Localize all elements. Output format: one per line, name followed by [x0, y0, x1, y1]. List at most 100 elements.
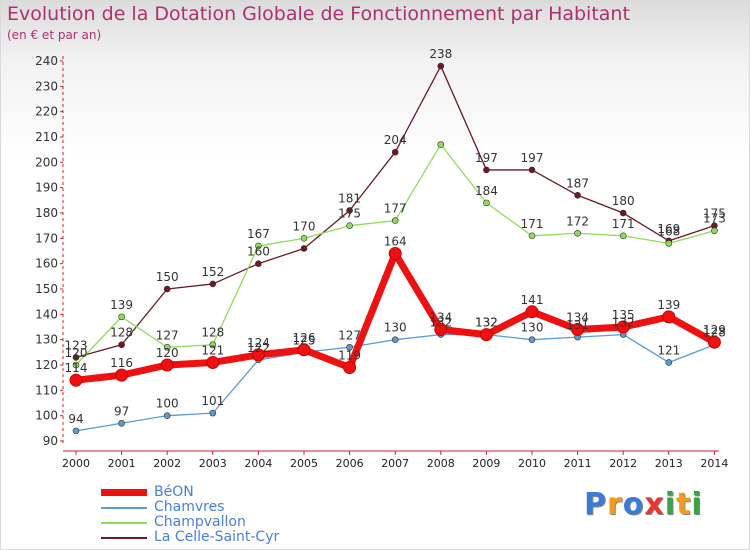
legend-swatch	[101, 489, 147, 496]
data-point-champvallon	[255, 242, 262, 250]
x-tick-label: 2000	[62, 457, 90, 470]
data-point-champvallon	[665, 240, 673, 247]
data-label-b-on: 126	[293, 331, 316, 345]
data-label-b-on: 141	[521, 293, 544, 307]
y-tick-label: 150	[35, 282, 58, 296]
data-label-b-on: 132	[475, 316, 498, 330]
data-label-la-celle-saint-cyr: 204	[384, 133, 407, 147]
data-label-b-on: 139	[657, 298, 680, 312]
data-label-champvallon: 175	[338, 207, 361, 221]
data-label-champvallon: 170	[293, 219, 316, 233]
data-point-champvallon	[483, 199, 490, 207]
data-label-b-on: 116	[110, 356, 133, 370]
data-label-la-celle-saint-cyr: 197	[521, 151, 544, 165]
data-label-chamvres: 132	[429, 316, 452, 330]
legend-label: Champvallon	[154, 514, 246, 530]
data-label-chamvres: 97	[114, 404, 129, 418]
data-point-la-celle-saint-cyr	[255, 260, 262, 267]
x-tick-label: 2006	[336, 457, 364, 470]
logo-letter: o	[622, 487, 645, 522]
data-label-chamvres: 100	[156, 397, 179, 411]
data-label-chamvres: 125	[293, 333, 316, 347]
x-tick-label: 2010	[518, 457, 546, 470]
data-label-la-celle-saint-cyr: 128	[110, 326, 133, 340]
y-tick-label: 110	[35, 383, 58, 397]
data-point-champvallon	[711, 227, 718, 235]
data-point-chamvres	[118, 419, 125, 427]
data-point-champvallon	[72, 361, 80, 369]
data-point-b-on	[479, 328, 493, 342]
data-label-chamvres: 132	[475, 316, 498, 330]
data-point-chamvres	[209, 409, 217, 417]
y-tick-label: 180	[35, 206, 58, 220]
data-point-chamvres	[163, 412, 171, 419]
data-point-b-on	[115, 368, 129, 382]
chart-subtitle: (en € et par an)	[7, 28, 102, 42]
data-label-b-on: 120	[156, 346, 179, 360]
data-point-b-on	[525, 305, 539, 319]
data-label-chamvres: 127	[338, 328, 361, 342]
data-point-champvallon	[437, 141, 445, 148]
data-label-chamvres: 130	[384, 321, 407, 335]
data-point-la-celle-saint-cyr	[437, 62, 445, 70]
legend-label: BéON	[154, 484, 194, 500]
data-label-la-celle-saint-cyr: 160	[247, 245, 270, 259]
data-point-la-celle-saint-cyr	[209, 280, 217, 288]
y-tick-label: 210	[35, 130, 58, 144]
data-label-chamvres: 132	[612, 316, 635, 330]
x-tick-label: 2009	[472, 457, 500, 470]
data-label-chamvres: 130	[521, 321, 544, 335]
logo-letter: t	[676, 487, 692, 522]
data-label-la-celle-saint-cyr: 187	[566, 176, 589, 190]
proxiti-logo: Proxiti	[584, 487, 703, 522]
data-label-chamvres: 128	[703, 326, 726, 340]
y-tick-label: 190	[35, 181, 58, 195]
y-tick-label: 230	[35, 79, 58, 93]
data-point-b-on	[707, 335, 721, 349]
data-label-b-on: 164	[384, 235, 407, 249]
data-point-champvallon	[391, 217, 399, 224]
data-label-la-celle-saint-cyr: 152	[201, 265, 224, 279]
data-point-b-on	[206, 355, 220, 369]
data-label-champvallon: 139	[110, 298, 133, 312]
data-label-b-on: 114	[65, 361, 88, 375]
x-tick-label: 2004	[244, 457, 272, 470]
data-label-la-celle-saint-cyr: 181	[338, 191, 361, 205]
data-point-b-on	[251, 348, 265, 362]
x-tick-label: 2007	[381, 457, 409, 470]
data-point-b-on	[388, 247, 402, 261]
data-point-b-on	[616, 320, 630, 334]
data-label-champvallon: 128	[201, 326, 224, 340]
x-tick-label: 2002	[153, 457, 181, 470]
data-label-la-celle-saint-cyr: 175	[703, 207, 726, 221]
data-label-champvallon: 167	[247, 227, 270, 241]
y-tick-label: 160	[35, 257, 58, 271]
legend-swatch	[101, 536, 147, 539]
data-label-chamvres: 121	[657, 343, 680, 357]
y-tick-label: 100	[35, 409, 58, 423]
data-point-champvallon	[346, 222, 353, 229]
data-point-b-on	[571, 323, 585, 337]
data-label-b-on: 135	[612, 308, 635, 322]
line-chart: 90 100 110 120 130 140 150 160 170 180 190 200 210 22…	[35, 47, 728, 470]
logo-letter: r	[607, 487, 623, 522]
data-label-la-celle-saint-cyr: 197	[475, 151, 498, 165]
data-label-chamvres: 94	[68, 412, 83, 426]
y-tick-label: 90	[43, 434, 58, 448]
data-point-chamvres	[346, 343, 353, 351]
data-point-champvallon	[209, 341, 217, 349]
data-point-chamvres	[528, 336, 536, 343]
data-point-b-on	[297, 343, 311, 357]
data-point-la-celle-saint-cyr	[72, 354, 80, 361]
logo-letter: P	[584, 487, 607, 522]
data-point-champvallon	[619, 232, 627, 240]
data-label-la-celle-saint-cyr: 169	[657, 222, 680, 236]
data-point-champvallon	[574, 229, 581, 237]
data-label-la-celle-saint-cyr: 238	[429, 47, 452, 61]
data-label-chamvres: 122	[247, 341, 270, 355]
data-point-champvallon	[118, 313, 125, 321]
data-point-b-on	[343, 361, 357, 375]
x-tick-label: 2014	[700, 457, 728, 470]
data-point-b-on	[160, 358, 174, 372]
